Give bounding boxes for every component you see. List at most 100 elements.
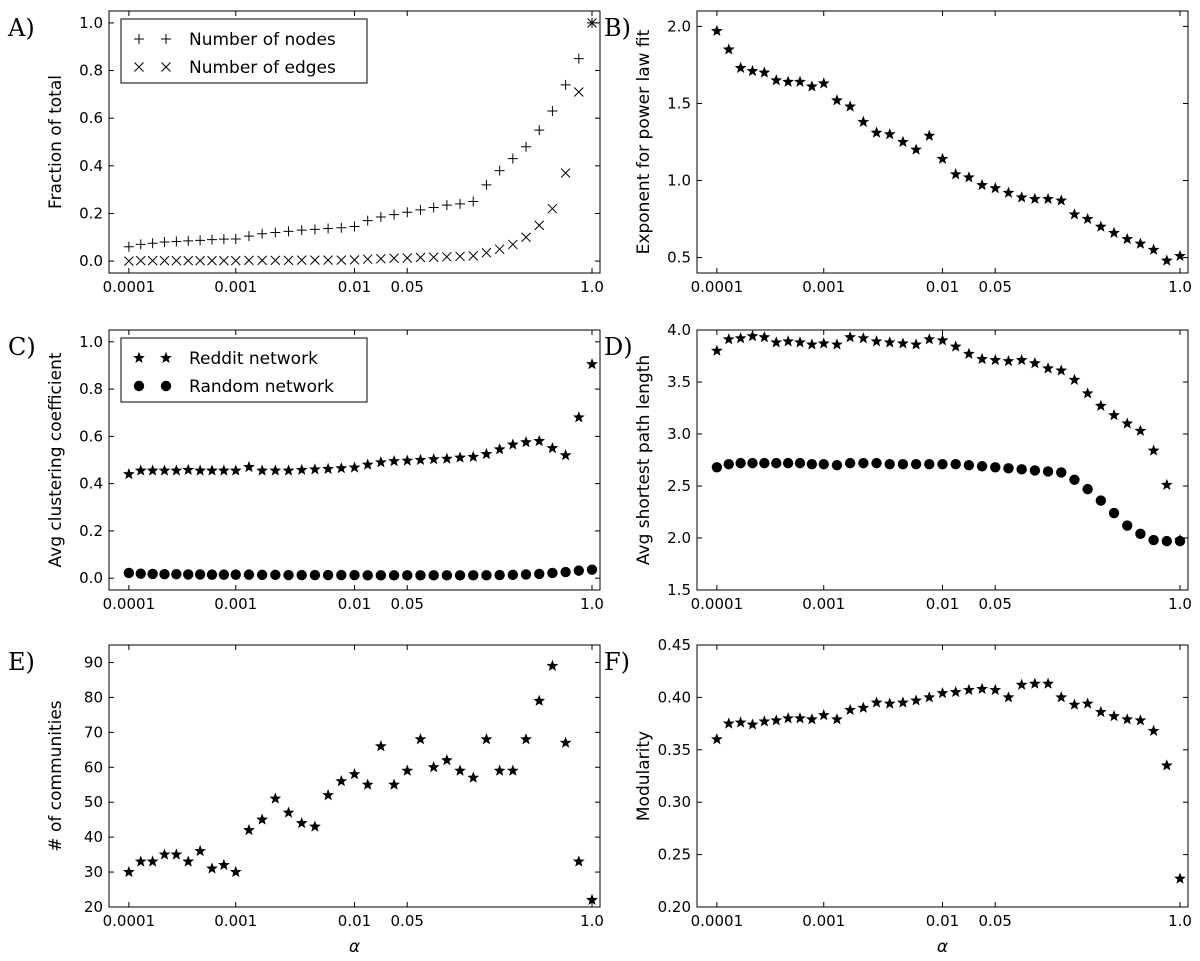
data-point — [923, 129, 936, 141]
data-point — [296, 569, 307, 581]
data-point — [480, 733, 493, 745]
data-point — [194, 569, 206, 580]
data-point — [195, 255, 205, 266]
data-point — [723, 458, 734, 470]
data-point — [206, 862, 218, 874]
x-tick-label: 0.0001 — [103, 912, 156, 930]
x-tick-label: 0.01 — [338, 278, 371, 296]
y-tick-label: 0.6 — [79, 427, 103, 445]
data-point — [1015, 191, 1028, 203]
data-point — [520, 569, 532, 580]
data-point — [805, 713, 818, 725]
data-point — [710, 24, 723, 37]
data-point — [817, 77, 830, 89]
data-point — [818, 458, 829, 470]
x-axis-label: α — [349, 937, 360, 957]
data-point — [962, 347, 975, 359]
data-point — [122, 865, 135, 878]
data-point — [230, 233, 241, 244]
data-point — [442, 251, 452, 262]
data-point — [441, 570, 453, 581]
data-point — [323, 255, 333, 265]
data-point — [335, 775, 348, 787]
y-tick-label: 1.5 — [667, 94, 691, 112]
data-point — [494, 569, 505, 581]
data-point — [782, 457, 794, 469]
data-point — [256, 464, 269, 476]
data-point — [976, 178, 988, 191]
data-point — [440, 754, 453, 766]
data-point — [123, 241, 134, 252]
series-data — [710, 677, 1186, 884]
data-point — [171, 255, 182, 266]
data-point — [533, 434, 546, 447]
data-point — [296, 255, 307, 265]
data-point — [923, 691, 936, 703]
data-point — [283, 255, 294, 266]
data-point — [229, 464, 242, 476]
data-point — [759, 457, 770, 469]
data-point — [883, 128, 896, 140]
data-point — [257, 255, 267, 266]
data-point — [963, 460, 975, 471]
y-tick-label: 1.0 — [79, 14, 103, 32]
data-point — [747, 457, 758, 469]
data-point — [243, 460, 255, 473]
data-point — [389, 209, 400, 220]
legend-marker — [133, 351, 145, 364]
data-point — [976, 682, 988, 695]
data-point — [147, 568, 158, 580]
data-point — [362, 215, 373, 226]
data-point — [771, 457, 782, 469]
y-tick-label: 0.2 — [79, 204, 103, 222]
data-point — [910, 143, 923, 155]
data-point — [388, 454, 400, 467]
data-point — [269, 464, 282, 476]
data-point — [362, 570, 373, 581]
data-point — [493, 443, 506, 455]
data-point — [1016, 464, 1027, 475]
data-point — [270, 255, 281, 266]
data-point — [455, 251, 465, 262]
y-tick-label: 40 — [84, 828, 103, 846]
data-point — [309, 463, 321, 475]
series-number-of-nodes — [123, 17, 597, 252]
data-point — [1068, 208, 1081, 220]
y-tick-label: 0.35 — [658, 741, 691, 759]
y-axis-label: # of communities — [46, 700, 66, 851]
legend-marker — [160, 380, 172, 392]
data-point — [1160, 759, 1173, 771]
data-point — [230, 569, 241, 580]
data-point — [734, 61, 747, 74]
series-data — [710, 24, 1186, 266]
y-tick-label: 4.0 — [667, 321, 691, 339]
data-point — [897, 337, 909, 349]
data-point — [870, 696, 883, 708]
y-axis-label: Modularity — [634, 731, 654, 821]
series-reddit-network — [710, 330, 1186, 546]
data-point — [388, 570, 400, 581]
legend-label: Number of nodes — [189, 30, 336, 50]
data-point — [219, 255, 229, 266]
y-tick-label: 0.8 — [79, 380, 103, 398]
data-point — [171, 236, 182, 247]
x-tick-label: 1.0 — [580, 912, 604, 930]
data-point — [374, 740, 387, 752]
data-point — [794, 336, 806, 348]
data-point — [454, 764, 466, 776]
data-point — [1094, 220, 1107, 232]
data-point — [147, 238, 158, 249]
x-tick-label: 0.001 — [802, 278, 845, 296]
series-data — [122, 659, 598, 906]
data-point — [910, 694, 923, 706]
data-point — [1081, 387, 1094, 399]
data-point — [375, 570, 387, 581]
data-point — [1069, 474, 1080, 485]
data-point — [794, 457, 806, 469]
data-point — [467, 450, 480, 462]
data-point — [758, 715, 771, 727]
data-point — [1122, 520, 1133, 531]
x-tick-label: 0.001 — [802, 595, 845, 613]
data-point — [374, 456, 387, 468]
y-tick-label: 0.2 — [79, 522, 103, 540]
